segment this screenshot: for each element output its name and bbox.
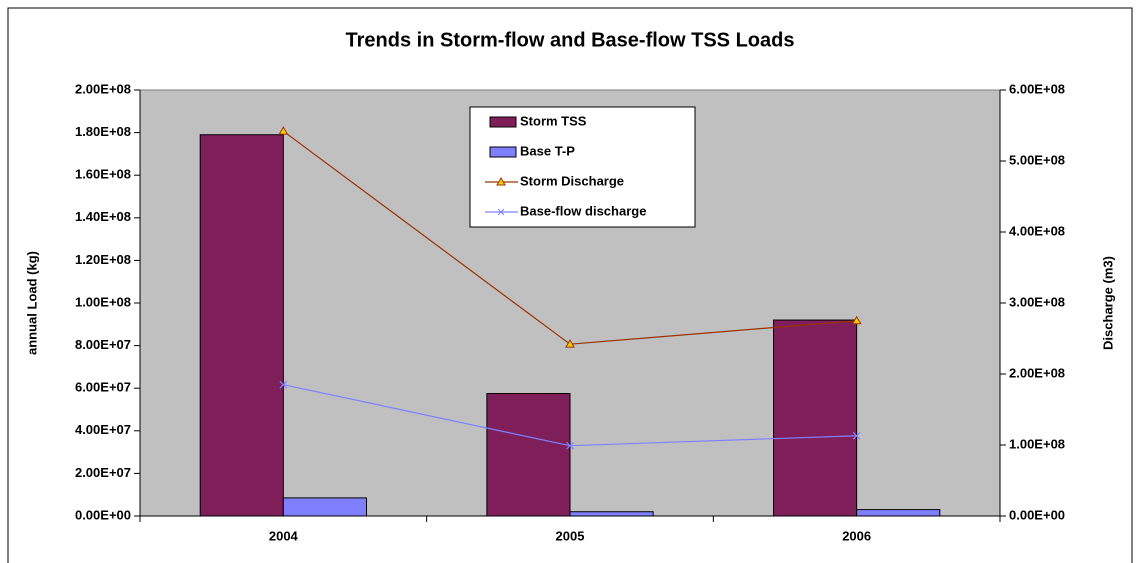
legend-label: Base-flow discharge — [520, 203, 646, 218]
y-tick-label: 6.00E+07 — [75, 380, 131, 395]
bar — [199, 134, 284, 517]
y2-tick-label: 0.00E+00 — [1009, 507, 1065, 522]
x-tick-label: 2004 — [269, 528, 299, 543]
line-marker — [278, 126, 289, 135]
bar — [569, 511, 654, 517]
legend-label: Storm Discharge — [520, 173, 624, 188]
line-marker — [852, 431, 861, 440]
legend-label: Storm TSS — [520, 113, 587, 128]
legend-label: Base T-P — [520, 143, 575, 158]
legend-swatch — [489, 116, 517, 128]
y2-tick-label: 4.00E+08 — [1009, 223, 1065, 238]
y-tick-label: 1.20E+08 — [75, 252, 131, 267]
legend-swatch — [489, 146, 517, 158]
y2-tick-label: 6.00E+08 — [1009, 81, 1065, 96]
y2-tick-label: 2.00E+08 — [1009, 365, 1065, 380]
line-marker — [565, 339, 575, 348]
y2-tick-label: 5.00E+08 — [1009, 152, 1065, 167]
line-marker — [279, 380, 288, 389]
legend-marker — [497, 208, 505, 216]
y2-tick-label: 3.00E+08 — [1009, 294, 1065, 309]
y-tick-label: 1.40E+08 — [75, 209, 131, 224]
y-tick-label: 1.00E+08 — [75, 294, 131, 309]
y-tick-label: 8.00E+07 — [75, 337, 131, 352]
y-tick-label: 0.00E+00 — [75, 507, 131, 522]
x-tick-label: 2005 — [556, 528, 585, 543]
y-tick-label: 1.80E+08 — [75, 124, 131, 139]
y-axis-label: annual Load (kg) — [24, 251, 39, 355]
bar — [486, 393, 571, 517]
y-tick-label: 2.00E+07 — [75, 465, 131, 480]
legend-marker — [496, 176, 506, 186]
y-tick-label: 4.00E+07 — [75, 422, 131, 437]
chart-title: Trends in Storm-flow and Base-flow TSS L… — [346, 29, 795, 51]
line-marker — [851, 315, 862, 325]
y-tick-label: 2.00E+08 — [75, 81, 131, 96]
line-marker — [566, 441, 574, 450]
y-tick-label: 1.60E+08 — [75, 167, 131, 182]
bar — [282, 497, 367, 517]
bar — [773, 319, 858, 517]
y2-axis-label: Discharge (m3) — [1100, 256, 1115, 350]
bar — [856, 509, 941, 517]
y2-tick-label: 1.00E+08 — [1009, 436, 1065, 451]
x-tick-label: 2006 — [842, 528, 871, 543]
